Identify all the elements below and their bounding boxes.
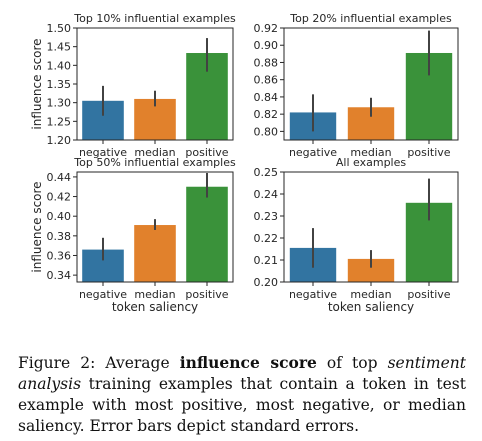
x-tick-label: negative bbox=[79, 146, 127, 159]
figure-caption: Figure 2: Average influence score of top… bbox=[18, 352, 466, 437]
caption-tail: training examples that contain a token i… bbox=[18, 374, 466, 435]
y-tick-label: 0.22 bbox=[254, 232, 279, 245]
y-tick-label: 0.82 bbox=[254, 108, 279, 121]
y-tick-label: 0.38 bbox=[47, 230, 72, 243]
y-tick-label: 0.80 bbox=[254, 125, 279, 138]
chart-panel-4: 0.20 0.21 0.22 0.23 0.24 0.25 negative median po… bbox=[254, 156, 459, 314]
y-tick-label: 1.45 bbox=[47, 41, 72, 54]
bar-median bbox=[134, 225, 176, 282]
caption-lead: Figure 2: Average bbox=[18, 353, 180, 372]
y-tick-label: 1.25 bbox=[47, 115, 72, 128]
figure-grid: 1.20 1.25 1.30 1.35 1.40 1.45 1.50 negative medi… bbox=[30, 12, 459, 314]
caption-bold: influence score bbox=[179, 352, 317, 372]
x-tick-label: positive bbox=[185, 146, 228, 159]
y-tick-label: 0.84 bbox=[254, 91, 279, 104]
x-tick-label: median bbox=[350, 146, 391, 159]
y-tick-label: 0.24 bbox=[254, 188, 279, 201]
y-tick-label: 0.21 bbox=[254, 254, 279, 267]
y-tick-label: 0.92 bbox=[254, 22, 279, 35]
x-axis-label: token saliency bbox=[328, 300, 414, 314]
y-tick-label: 0.34 bbox=[47, 269, 72, 282]
chart-panel-3: 0.34 0.36 0.38 0.40 0.42 0.44 negative median po… bbox=[30, 156, 236, 314]
y-axis-label: influence score bbox=[30, 38, 44, 129]
y-tick-label: 0.90 bbox=[254, 39, 279, 52]
x-tick-label: negative bbox=[289, 288, 337, 301]
panel-title: Top 10% influential examples bbox=[73, 12, 236, 25]
y-tick-label: 0.86 bbox=[254, 74, 279, 87]
y-axis-label: influence score bbox=[30, 181, 44, 272]
y-tick-label: 1.40 bbox=[47, 59, 72, 72]
panel-title: All examples bbox=[336, 156, 406, 169]
y-tick-label: 1.35 bbox=[47, 78, 72, 91]
chart-panel-2: 0.80 0.82 0.84 0.86 0.88 0.90 0.92 negative medi… bbox=[254, 12, 459, 159]
x-tick-label: negative bbox=[79, 288, 127, 301]
y-tick-label: 0.42 bbox=[47, 191, 72, 204]
chart-panel-1: 1.20 1.25 1.30 1.35 1.40 1.45 1.50 negative medi… bbox=[30, 12, 236, 159]
y-tick-label: 1.30 bbox=[47, 97, 72, 110]
x-tick-label: positive bbox=[407, 146, 450, 159]
panel-title: Top 20% influential examples bbox=[289, 12, 452, 25]
y-tick-label: 0.25 bbox=[254, 166, 279, 179]
y-tick-label: 0.40 bbox=[47, 210, 72, 223]
x-tick-label: median bbox=[134, 288, 175, 301]
x-tick-label: median bbox=[350, 288, 391, 301]
y-tick-label: 0.88 bbox=[254, 56, 279, 69]
x-tick-label: median bbox=[134, 146, 175, 159]
y-tick-label: 1.50 bbox=[47, 22, 72, 35]
bar-positive bbox=[186, 186, 228, 282]
bar-median bbox=[347, 258, 395, 282]
y-tick-label: 0.20 bbox=[254, 276, 279, 289]
y-tick-label: 1.20 bbox=[47, 134, 72, 147]
caption-mid: of top bbox=[316, 353, 388, 372]
y-tick-label: 0.23 bbox=[254, 210, 279, 223]
x-axis-label: token saliency bbox=[112, 300, 198, 314]
panel-title: Top 50% influential examples bbox=[73, 156, 236, 169]
y-tick-label: 0.44 bbox=[47, 171, 72, 184]
x-tick-label: positive bbox=[407, 288, 450, 301]
x-tick-label: negative bbox=[289, 146, 337, 159]
caption-italic: sentiment analysis bbox=[18, 353, 466, 393]
y-tick-label: 0.36 bbox=[47, 249, 72, 262]
x-tick-label: positive bbox=[185, 288, 228, 301]
